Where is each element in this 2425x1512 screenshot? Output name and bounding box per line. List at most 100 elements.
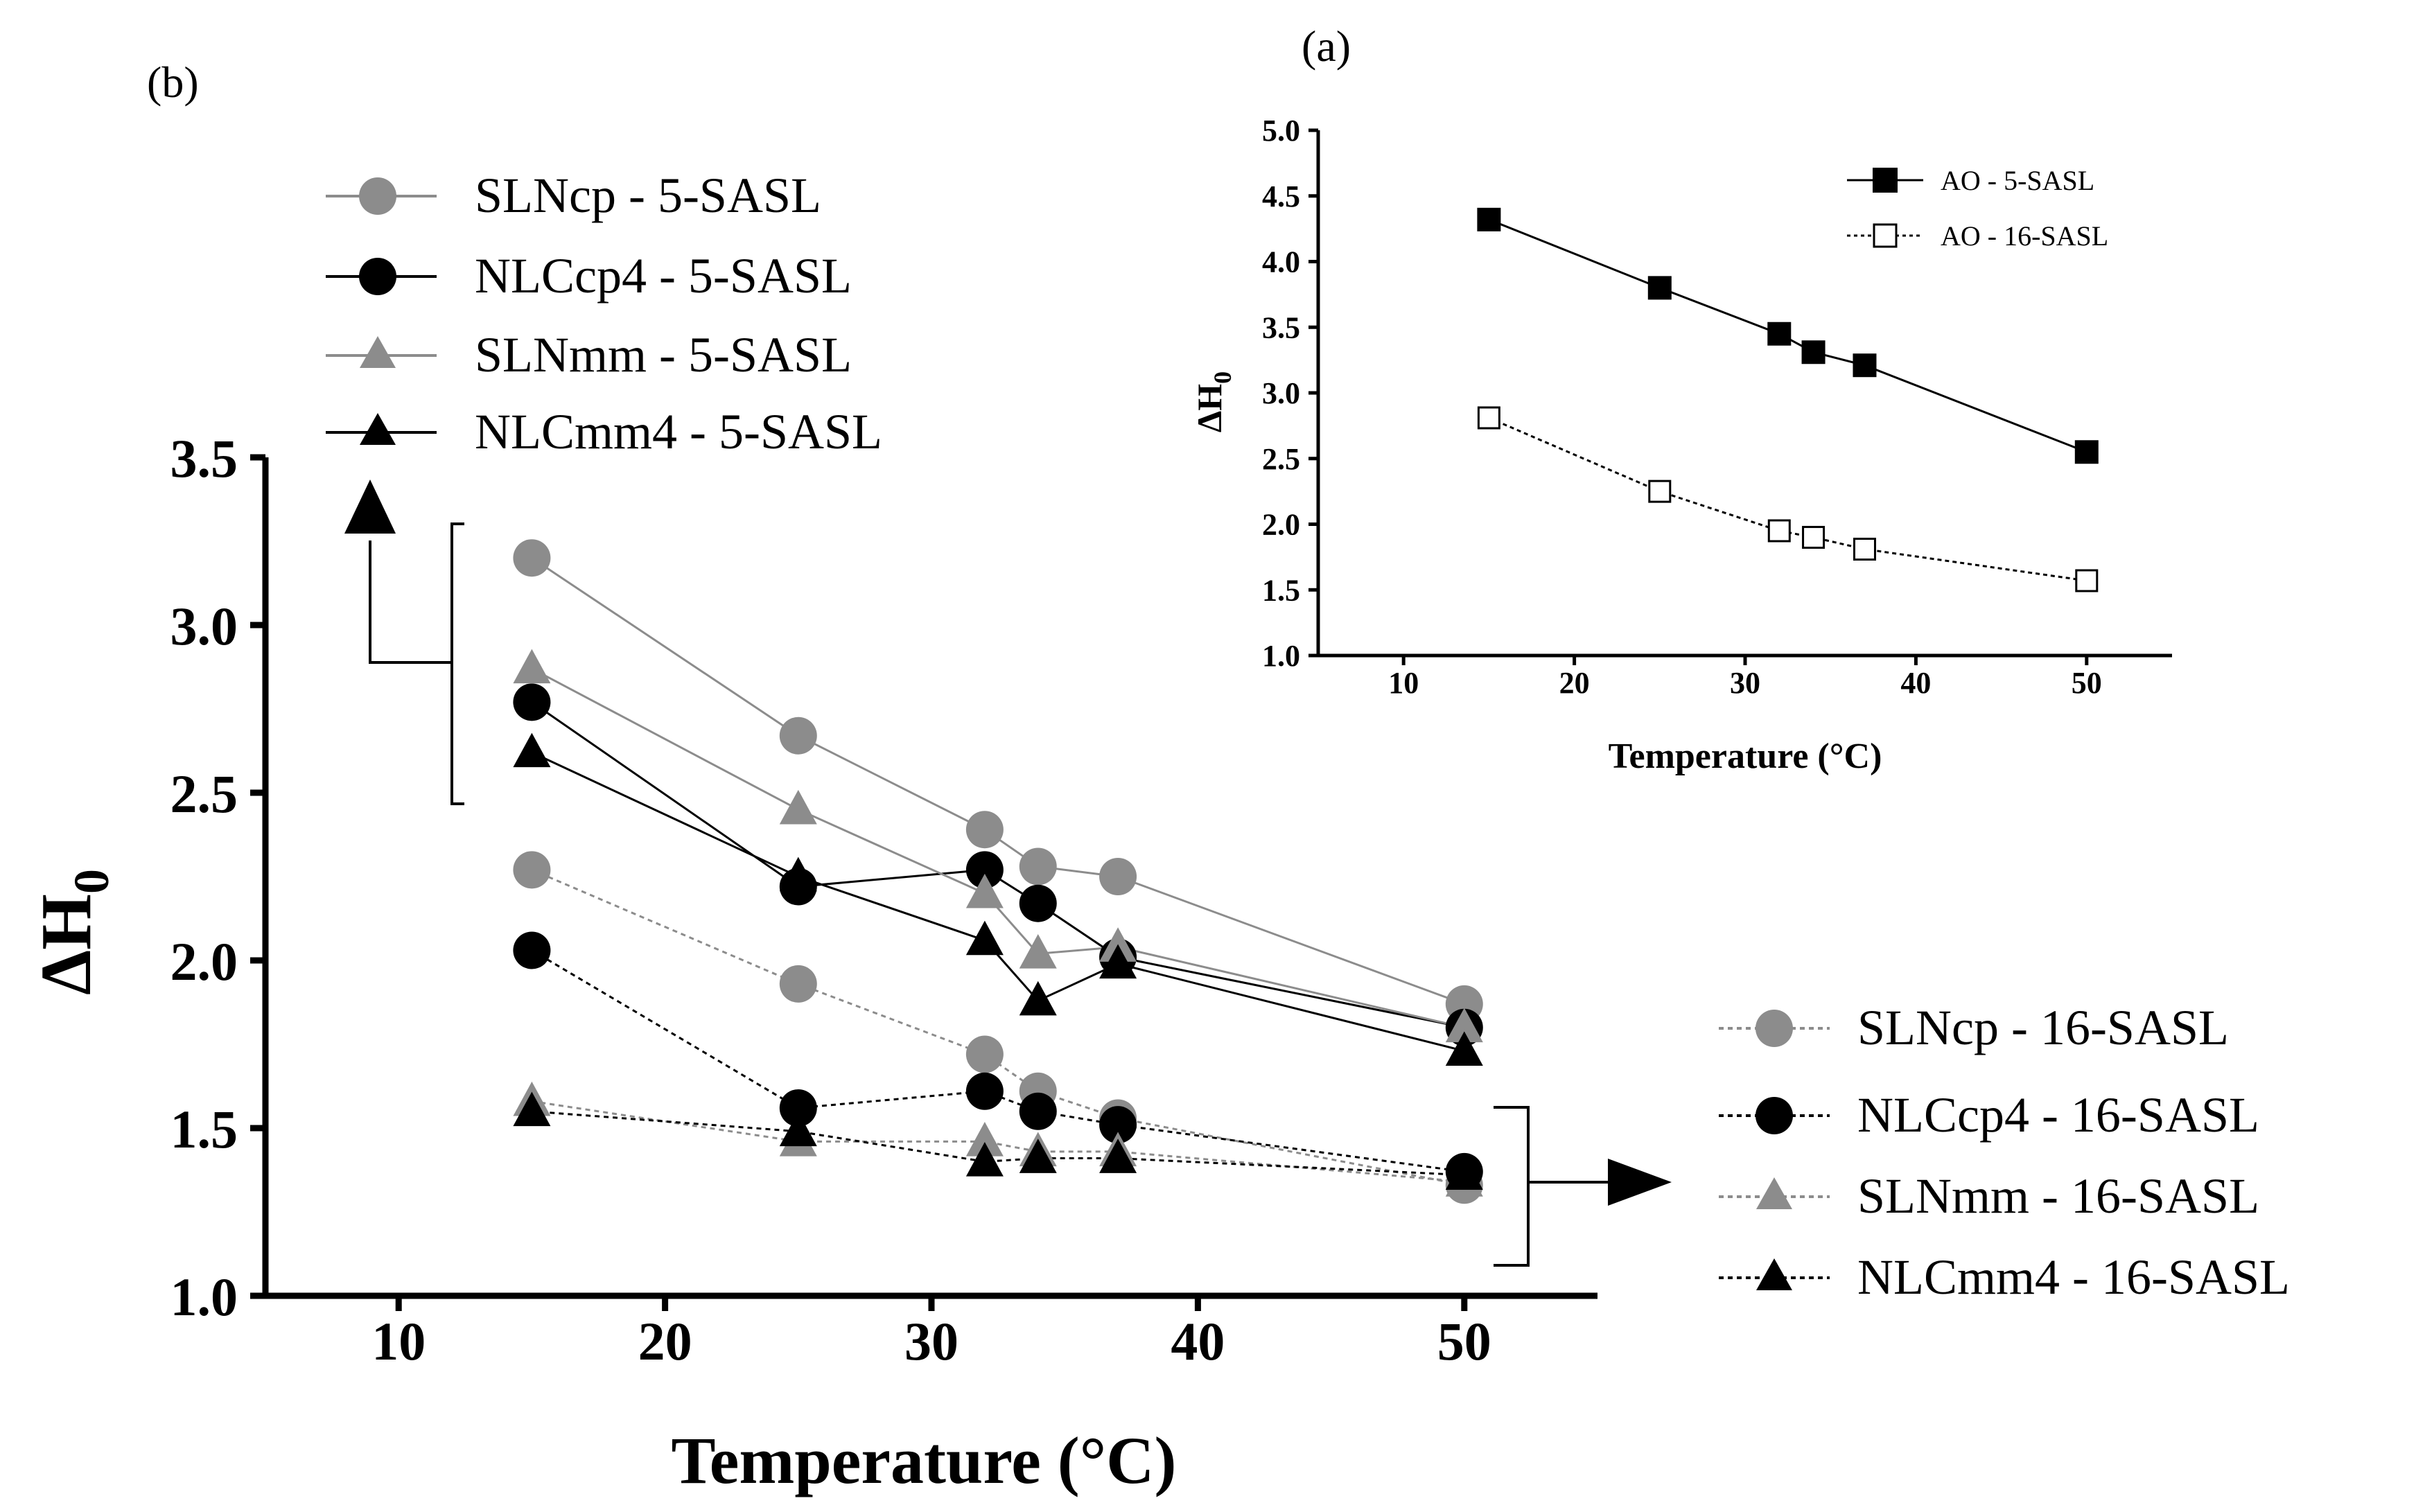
svg-text:AO - 16-SASL: AO - 16-SASL — [1941, 220, 2108, 252]
main-x-axis-label: Temperature (°C) — [672, 1423, 1177, 1497]
legend-item: NLCmm4 - 16-SASL — [1719, 1249, 2290, 1305]
y-tick-label: 3.0 — [1262, 376, 1300, 410]
data-point-ao-16-sasl — [1767, 519, 1791, 543]
main-axes — [250, 454, 1597, 1311]
series-line-nlccp4-16-sasl — [531, 949, 1465, 1173]
main-y-axis-label: ΔH0 — [26, 869, 119, 995]
series-line-slncp-16-sasl — [531, 868, 1465, 1186]
x-tick-label: 20 — [1559, 666, 1590, 700]
legend-item: NLCcp4 - 5-SASL — [326, 248, 852, 304]
main-series-markers — [513, 539, 1483, 1204]
data-point-slncp-5-sasl — [1099, 858, 1137, 895]
svg-text:SLNcp - 16-SASL: SLNcp - 16-SASL — [1857, 1000, 2229, 1055]
legend-item: SLNmm - 5-SASL — [326, 327, 852, 383]
panel-label-b: (b) — [147, 58, 199, 107]
legend-16sasl: SLNcp - 16-SASL NLCcp4 - 16-SASL SLNmm -… — [1719, 1000, 2290, 1305]
arrow-right-icon — [1608, 1159, 1672, 1206]
y-tick-label: 2.5 — [1262, 442, 1300, 476]
data-point-ao-5-sasl — [1767, 322, 1792, 346]
series-line-nlcmm4-5-sasl — [531, 751, 1465, 1053]
data-point-nlcmm4-5-sasl — [779, 856, 817, 892]
x-tick-label: 30 — [904, 1311, 958, 1371]
data-point-ao-5-sasl — [1647, 276, 1672, 300]
y-tick-label: 2.0 — [170, 931, 238, 992]
data-point-ao-16-sasl — [1648, 480, 1672, 503]
bracket-5sasl-connector — [369, 540, 452, 664]
inset-x-axis-label: Temperature (°C) — [1609, 737, 1882, 776]
x-tick-label: 40 — [1171, 1311, 1225, 1371]
data-point-slncp-5-sasl — [1019, 847, 1057, 886]
inset-y-axis-label: ΔH0 — [1190, 371, 1236, 432]
data-point-nlcmm4-5-sasl — [1019, 981, 1057, 1016]
svg-text:NLCmm4 - 5-SASL: NLCmm4 - 5-SASL — [475, 404, 882, 459]
data-point-nlccp4-16-sasl — [779, 1089, 817, 1127]
data-point-nlcmm4-5-sasl — [513, 732, 551, 768]
x-tick-label: 50 — [2072, 666, 2102, 700]
x-tick-label: 10 — [1388, 666, 1419, 700]
series-line-ao-16-sasl — [1488, 416, 2087, 582]
legend-item: AO - 16-SASL — [1847, 220, 2108, 252]
data-point-slncp-16-sasl — [965, 1035, 1004, 1073]
x-tick-label: 10 — [371, 1311, 426, 1371]
data-point-nlcmm4-16-sasl — [1099, 1139, 1137, 1173]
series-line-ao-5-sasl — [1488, 218, 2087, 453]
data-point-ao-5-sasl — [1477, 207, 1501, 231]
bracket-5sasl — [450, 522, 464, 805]
legend-item: NLCcp4 - 16-SASL — [1719, 1087, 2259, 1143]
legend-item: SLNcp - 5-SASL — [326, 168, 821, 223]
y-tick-label: 1.5 — [170, 1099, 238, 1159]
data-point-ao-5-sasl — [2074, 440, 2099, 464]
data-point-slncp-5-sasl — [965, 811, 1004, 849]
legend-item: SLNcp - 16-SASL — [1719, 1000, 2229, 1055]
series-line-slncp-5-sasl — [531, 556, 1465, 1005]
x-tick-label: 30 — [1730, 666, 1760, 700]
legend-item: NLCmm4 - 5-SASL — [326, 404, 882, 459]
data-point-ao-16-sasl — [1477, 406, 1500, 430]
data-point-nlcmm4-16-sasl — [1445, 1155, 1483, 1190]
data-point-slnmm-5-sasl — [1019, 933, 1057, 969]
data-point-slncp-5-sasl — [779, 717, 817, 755]
panel-label-a: (a) — [1302, 21, 1351, 71]
data-point-slnmm-16-sasl — [965, 1122, 1004, 1157]
data-point-slncp-16-sasl — [513, 851, 551, 889]
series-line-slnmm-5-sasl — [531, 667, 1465, 1029]
y-tick-label: 4.5 — [1262, 179, 1300, 213]
inset-chart: 1.0 1.5 2.0 2.5 3.0 3.5 4.0 4.5 5.0 10 20 30 40 50 Te… — [1190, 114, 2172, 776]
y-tick-label: 2.5 — [170, 764, 238, 824]
y-tick-label: 1.0 — [1262, 639, 1300, 673]
y-tick-label: 1.5 — [1262, 573, 1300, 607]
x-tick-label: 40 — [1900, 666, 1931, 700]
data-point-nlcmm4-16-sasl — [1019, 1139, 1057, 1173]
data-point-ao-16-sasl — [2075, 569, 2099, 592]
data-point-slnmm-5-sasl — [965, 873, 1004, 908]
legend-5sasl: SLNcp - 5-SASL NLCcp4 - 5-SASL SLNmm - 5… — [326, 168, 882, 459]
svg-text:SLNcp - 5-SASL: SLNcp - 5-SASL — [475, 168, 821, 223]
main-series-lines — [531, 556, 1465, 1186]
svg-text:NLCcp4 - 16-SASL: NLCcp4 - 16-SASL — [1857, 1087, 2259, 1143]
inset-tick-labels: 1.0 1.5 2.0 2.5 3.0 3.5 4.0 4.5 5.0 10 20 30 40 50 — [1262, 114, 2102, 700]
data-point-nlcmm4-5-sasl — [1445, 1031, 1483, 1066]
svg-text:SLNmm - 16-SASL: SLNmm - 16-SASL — [1857, 1168, 2259, 1224]
svg-text:SLNmm - 5-SASL: SLNmm - 5-SASL — [475, 327, 852, 383]
data-point-nlccp4-16-sasl — [1099, 1106, 1137, 1144]
data-point-nlccp4-5-sasl — [965, 851, 1004, 889]
data-point-nlccp4-16-sasl — [513, 931, 551, 969]
data-point-slnmm-5-sasl — [779, 789, 817, 825]
main-chart: 1.0 1.5 2.0 2.5 3.0 3.5 10 20 30 40 50 Temperature… — [26, 168, 2290, 1497]
main-tick-labels: 1.0 1.5 2.0 2.5 3.0 3.5 10 20 30 40 50 — [170, 428, 1491, 1371]
svg-text:NLCmm4 - 16-SASL: NLCmm4 - 16-SASL — [1857, 1249, 2290, 1305]
y-tick-label: 3.0 — [170, 596, 238, 656]
data-point-nlccp4-16-sasl — [965, 1072, 1004, 1110]
y-tick-label: 5.0 — [1262, 114, 1300, 148]
data-point-ao-5-sasl — [1801, 340, 1826, 364]
legend-item: SLNmm - 16-SASL — [1719, 1168, 2259, 1224]
data-point-ao-5-sasl — [1853, 353, 1877, 378]
inset-series-lines — [1488, 218, 2087, 582]
legend-item: AO - 5-SASL — [1847, 165, 2094, 196]
data-point-nlccp4-16-sasl — [1019, 1092, 1057, 1130]
data-point-nlcmm4-5-sasl — [1099, 944, 1137, 979]
data-point-nlcmm4-5-sasl — [965, 920, 1004, 956]
y-tick-label: 4.0 — [1262, 245, 1300, 279]
y-tick-label: 3.5 — [1262, 310, 1300, 344]
data-point-nlcmm4-16-sasl — [779, 1111, 817, 1147]
